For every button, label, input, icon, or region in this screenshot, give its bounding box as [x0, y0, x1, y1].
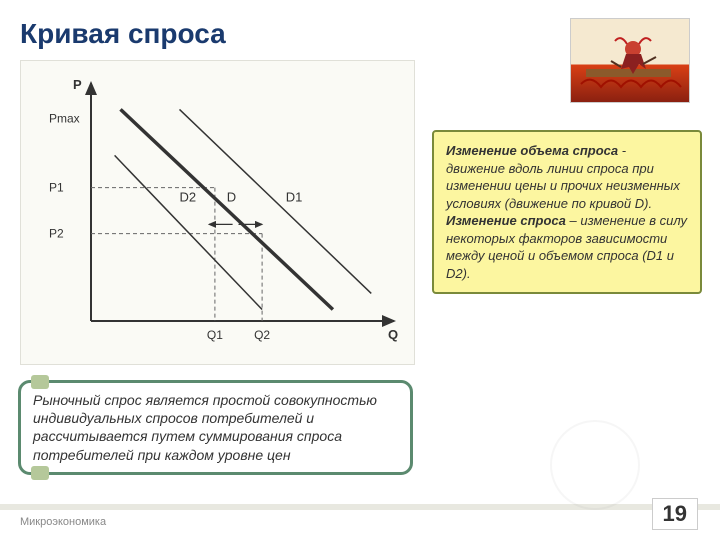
svg-text:D: D — [227, 189, 236, 204]
slide-title: Кривая спроса — [20, 18, 226, 50]
footer-label: Микроэкономика — [20, 516, 106, 528]
svg-text:P: P — [73, 77, 82, 92]
definition-text: Рыночный спрос является простой совокупн… — [33, 392, 377, 463]
svg-text:Q: Q — [388, 327, 398, 342]
scroll-decor-bottom — [31, 466, 49, 480]
definition-callout: Рыночный спрос является простой совокупн… — [18, 380, 413, 475]
demand-chart: P Q Pmax P1 P2 Q1 Q2 D2 D D1 — [20, 60, 415, 365]
svg-text:Pmax: Pmax — [49, 112, 80, 126]
decorative-image — [570, 18, 690, 103]
svg-text:P2: P2 — [49, 227, 64, 241]
svg-text:D1: D1 — [286, 189, 303, 204]
watermark-logo — [550, 420, 640, 510]
scroll-decor-top — [31, 375, 49, 389]
page-number: 19 — [652, 498, 698, 530]
svg-text:P1: P1 — [49, 181, 64, 195]
svg-text:D2: D2 — [180, 189, 197, 204]
info-bold-2: Изменение спроса — [446, 213, 566, 228]
svg-text:Q1: Q1 — [207, 328, 223, 342]
chart-svg: P Q Pmax P1 P2 Q1 Q2 D2 D D1 — [21, 61, 416, 366]
svg-text:Q2: Q2 — [254, 328, 270, 342]
info-bold-1: Изменение объема спроса — [446, 143, 618, 158]
jester-icon — [571, 19, 691, 104]
info-callout: Изменение объема спроса - движение вдоль… — [432, 130, 702, 294]
